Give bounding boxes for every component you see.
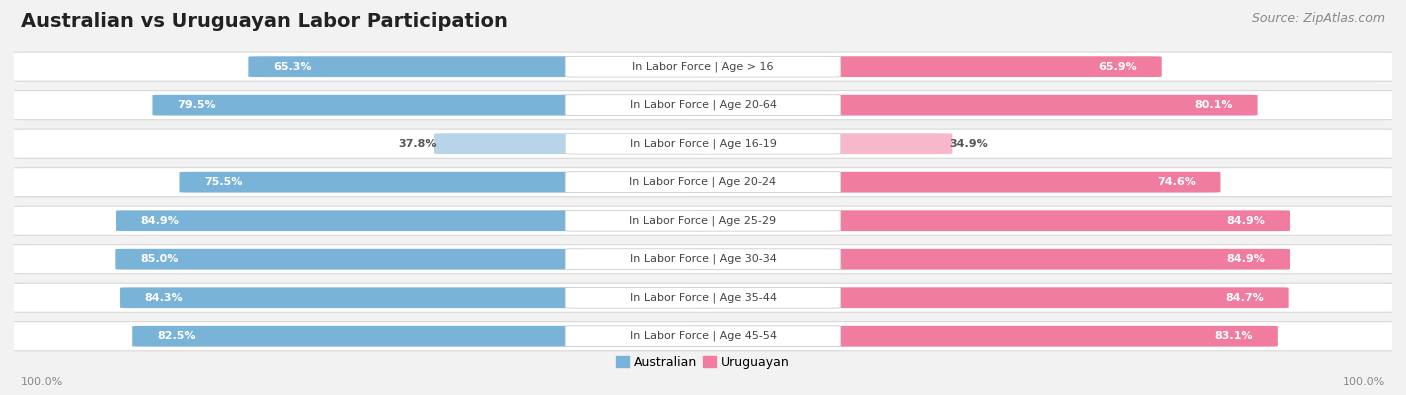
FancyBboxPatch shape xyxy=(565,287,841,308)
Text: 82.5%: 82.5% xyxy=(157,331,195,341)
Text: 84.9%: 84.9% xyxy=(141,216,180,226)
Text: 100.0%: 100.0% xyxy=(21,377,63,387)
FancyBboxPatch shape xyxy=(3,322,1403,351)
Text: In Labor Force | Age 25-29: In Labor Force | Age 25-29 xyxy=(630,215,776,226)
Text: 84.7%: 84.7% xyxy=(1225,293,1264,303)
Text: 84.9%: 84.9% xyxy=(1226,254,1265,264)
FancyBboxPatch shape xyxy=(3,283,1403,312)
FancyBboxPatch shape xyxy=(3,245,1403,274)
Text: In Labor Force | Age 20-24: In Labor Force | Age 20-24 xyxy=(630,177,776,188)
FancyBboxPatch shape xyxy=(3,52,1403,81)
FancyBboxPatch shape xyxy=(565,95,841,116)
Text: In Labor Force | Age 16-19: In Labor Force | Age 16-19 xyxy=(630,138,776,149)
Text: 85.0%: 85.0% xyxy=(141,254,179,264)
Legend: Australian, Uruguayan: Australian, Uruguayan xyxy=(612,351,794,374)
Text: 65.3%: 65.3% xyxy=(273,62,312,71)
FancyBboxPatch shape xyxy=(3,129,1403,158)
FancyBboxPatch shape xyxy=(689,133,952,154)
Text: 100.0%: 100.0% xyxy=(1343,377,1385,387)
FancyBboxPatch shape xyxy=(249,56,717,77)
FancyBboxPatch shape xyxy=(565,133,841,154)
FancyBboxPatch shape xyxy=(689,172,1220,193)
FancyBboxPatch shape xyxy=(689,95,1257,116)
FancyBboxPatch shape xyxy=(689,210,1289,231)
FancyBboxPatch shape xyxy=(180,172,717,193)
FancyBboxPatch shape xyxy=(565,249,841,270)
FancyBboxPatch shape xyxy=(117,210,717,231)
FancyBboxPatch shape xyxy=(3,90,1403,120)
Text: In Labor Force | Age 35-44: In Labor Force | Age 35-44 xyxy=(630,292,776,303)
FancyBboxPatch shape xyxy=(689,287,1289,308)
Text: 37.8%: 37.8% xyxy=(398,139,437,149)
Text: In Labor Force | Age 45-54: In Labor Force | Age 45-54 xyxy=(630,331,776,342)
FancyBboxPatch shape xyxy=(120,287,717,308)
Text: In Labor Force | Age 20-64: In Labor Force | Age 20-64 xyxy=(630,100,776,111)
FancyBboxPatch shape xyxy=(689,249,1289,270)
Text: 83.1%: 83.1% xyxy=(1215,331,1253,341)
Text: Source: ZipAtlas.com: Source: ZipAtlas.com xyxy=(1251,12,1385,25)
FancyBboxPatch shape xyxy=(3,167,1403,197)
Text: 75.5%: 75.5% xyxy=(204,177,243,187)
Text: 80.1%: 80.1% xyxy=(1194,100,1233,110)
FancyBboxPatch shape xyxy=(689,326,1278,347)
FancyBboxPatch shape xyxy=(565,56,841,77)
FancyBboxPatch shape xyxy=(565,172,841,193)
FancyBboxPatch shape xyxy=(434,133,717,154)
Text: 65.9%: 65.9% xyxy=(1098,62,1137,71)
Text: 84.9%: 84.9% xyxy=(1226,216,1265,226)
Text: 74.6%: 74.6% xyxy=(1157,177,1195,187)
Text: 84.3%: 84.3% xyxy=(145,293,184,303)
Text: In Labor Force | Age > 16: In Labor Force | Age > 16 xyxy=(633,61,773,72)
FancyBboxPatch shape xyxy=(565,210,841,231)
FancyBboxPatch shape xyxy=(689,56,1161,77)
Text: In Labor Force | Age 30-34: In Labor Force | Age 30-34 xyxy=(630,254,776,265)
FancyBboxPatch shape xyxy=(132,326,717,347)
Text: 79.5%: 79.5% xyxy=(177,100,217,110)
FancyBboxPatch shape xyxy=(115,249,717,270)
Text: Australian vs Uruguayan Labor Participation: Australian vs Uruguayan Labor Participat… xyxy=(21,12,508,31)
FancyBboxPatch shape xyxy=(565,326,841,347)
Text: 34.9%: 34.9% xyxy=(949,139,988,149)
FancyBboxPatch shape xyxy=(152,95,717,116)
FancyBboxPatch shape xyxy=(3,206,1403,235)
